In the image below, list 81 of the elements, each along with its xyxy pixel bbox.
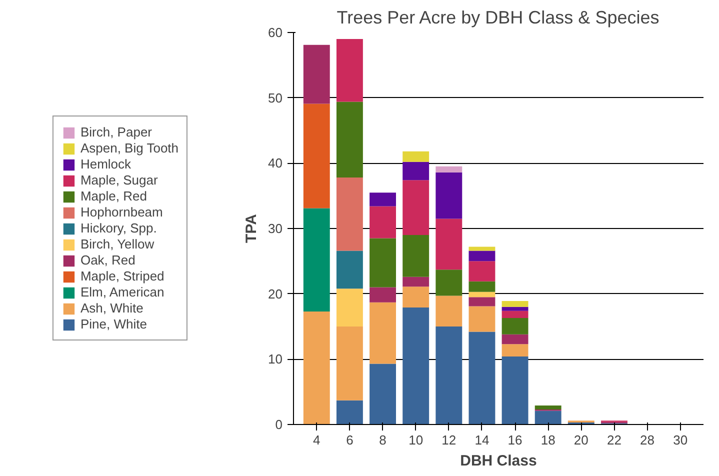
x-tick-label: 16	[508, 432, 522, 448]
x-tick-label: 18	[540, 432, 556, 448]
bar	[534, 406, 562, 410]
x-tick-label: 20	[574, 432, 588, 448]
bar	[402, 235, 430, 277]
bar	[502, 306, 528, 311]
y-tick-label: 60	[268, 25, 283, 40]
bar	[402, 162, 430, 180]
bar	[402, 276, 430, 287]
bar	[468, 292, 496, 298]
bar	[502, 356, 528, 424]
legend-label: Aspen, Big Tooth	[80, 140, 179, 156]
bar	[336, 250, 363, 289]
bar	[402, 286, 430, 308]
y-tick-label: 10	[268, 352, 283, 367]
legend-label: Elm, American	[80, 284, 164, 300]
x-tick-label: 14	[474, 432, 490, 448]
bar	[303, 44, 330, 104]
bar	[336, 39, 363, 102]
y-axis-title: TPA	[243, 214, 260, 243]
legend-label: Ash, White	[80, 300, 144, 316]
bar	[402, 308, 430, 424]
bar	[436, 166, 462, 172]
bar	[370, 192, 396, 206]
legend-label: Birch, Yellow	[80, 236, 154, 252]
x-tick-label: 28	[640, 432, 655, 448]
bar	[502, 334, 528, 344]
x-tick-label: 8	[379, 432, 386, 448]
y-tick-label: 0	[275, 417, 283, 432]
bar	[336, 178, 363, 251]
bar	[468, 306, 496, 332]
bar	[303, 311, 330, 424]
legend-label: Maple, Sugar	[80, 172, 158, 188]
bar	[303, 104, 330, 208]
bar	[468, 250, 496, 262]
x-axis-title: DBH Class	[460, 452, 537, 470]
y-tick-label: 30	[268, 221, 283, 236]
legend-label: Hickory, Spp.	[80, 220, 157, 236]
bar	[336, 288, 363, 326]
y-tick-label: 20	[268, 286, 283, 302]
bar	[468, 281, 496, 292]
bar	[436, 172, 462, 219]
legend-label: Oak, Red	[80, 252, 136, 268]
x-tick-label: 30	[673, 432, 688, 448]
x-tick-label: 12	[442, 432, 456, 448]
bar	[370, 287, 396, 302]
legend-label: Maple, Striped	[80, 268, 164, 284]
bar	[534, 410, 562, 424]
x-tick-label: 4	[313, 432, 320, 448]
legend-label: Hemlock	[80, 156, 132, 172]
bar	[402, 180, 430, 236]
chart-title: Trees Per Acre by DBH Class & Species	[336, 8, 660, 28]
y-tick-label: 50	[268, 90, 283, 106]
x-tick-label: 10	[408, 432, 424, 448]
legend-label: Maple, Red	[80, 188, 147, 204]
y-tick-label: 40	[268, 156, 283, 171]
bar	[370, 206, 396, 238]
bar	[502, 318, 528, 334]
bar	[336, 102, 363, 178]
bar	[468, 261, 496, 282]
bar	[468, 332, 496, 424]
bar	[436, 326, 462, 424]
bar	[370, 238, 396, 288]
bar	[370, 364, 396, 424]
x-tick-label: 6	[346, 432, 354, 448]
bar	[436, 218, 462, 270]
bar	[370, 302, 396, 364]
bar	[502, 344, 528, 357]
legend-label: Birch, Paper	[80, 124, 152, 140]
bar	[502, 310, 528, 318]
bar	[468, 297, 496, 306]
bar	[402, 151, 430, 162]
legend-label: Hophornbeam	[80, 204, 163, 220]
bar	[436, 270, 462, 296]
bar	[303, 208, 330, 312]
legend-label: Pine, White	[80, 316, 147, 332]
bar	[502, 301, 528, 307]
bar	[436, 296, 462, 326]
bar	[336, 400, 363, 424]
bar	[336, 326, 363, 400]
x-tick-label: 22	[606, 432, 622, 448]
